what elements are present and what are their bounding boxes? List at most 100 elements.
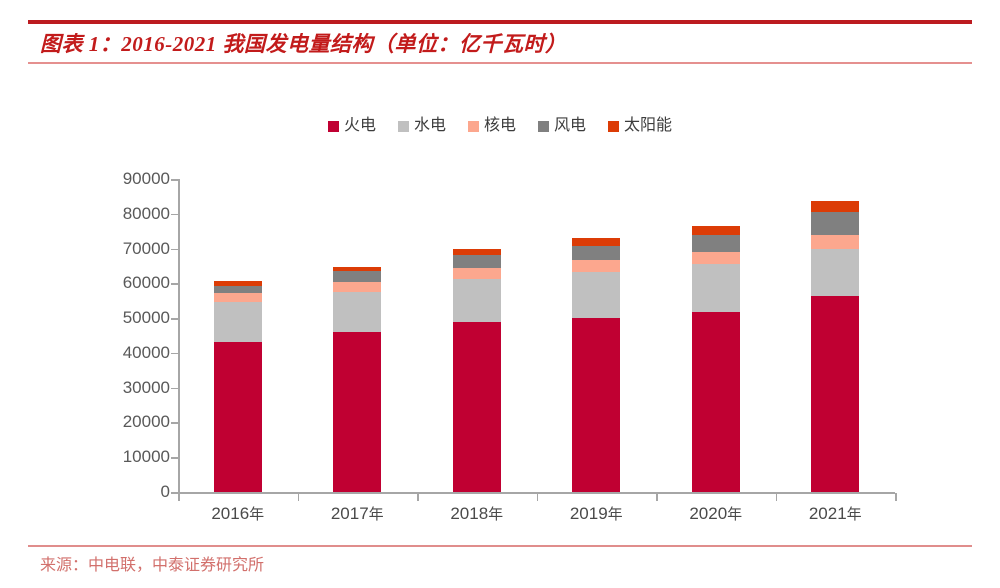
y-axis-line	[178, 179, 180, 493]
x-axis-line	[178, 492, 895, 494]
y-axis-tick-label: 30000	[122, 377, 170, 397]
bar-segment-水电[interactable]	[333, 291, 382, 332]
legend-label: 火电	[343, 117, 376, 134]
y-axis-tick-label: 90000	[122, 169, 170, 188]
bar-segment-火电[interactable]	[811, 295, 860, 492]
y-axis-tick	[171, 387, 178, 390]
bar-segment-风电[interactable]	[691, 235, 740, 252]
y-axis-tick	[171, 179, 178, 181]
x-label-unit: 年	[727, 507, 743, 523]
bar-segment-核电[interactable]	[572, 259, 621, 273]
x-axis-tick	[536, 493, 538, 501]
legend-item-风电[interactable]: 风电	[538, 118, 586, 134]
x-axis-category-label: 2019年	[537, 503, 657, 524]
bar-group-2016年[interactable]	[213, 280, 262, 492]
y-axis-tick	[171, 457, 178, 459]
x-axis-tick	[417, 493, 419, 501]
bar-segment-水电[interactable]	[811, 249, 860, 296]
y-axis-tick	[171, 213, 178, 216]
legend-swatch-icon	[538, 120, 549, 132]
y-axis-tick	[171, 352, 178, 355]
x-axis-tick	[656, 493, 658, 501]
bar-segment-火电[interactable]	[572, 317, 621, 492]
y-axis-tick-label: 80000	[122, 203, 170, 223]
page-title: 图表 1：2016-2021 我国发电量结构（单位：亿千瓦时）	[40, 32, 567, 56]
y-axis-tick-label: 60000	[122, 273, 170, 293]
y-axis-tick-label: 50000	[122, 308, 170, 328]
bar-segment-火电[interactable]	[333, 331, 382, 492]
legend-swatch-icon	[608, 120, 620, 132]
bar-segment-核电[interactable]	[333, 281, 382, 292]
x-axis-category-label: 2020年	[656, 503, 776, 524]
header-bottom-rule	[28, 62, 972, 64]
x-axis-category-label: 2017年	[298, 503, 418, 524]
legend-item-火电[interactable]: 火电	[327, 117, 376, 134]
bar-group-2021年[interactable]	[811, 200, 860, 492]
legend-swatch-icon	[467, 120, 479, 132]
bar-segment-太阳能[interactable]	[333, 267, 382, 272]
legend-item-太阳能[interactable]: 太阳能	[608, 118, 672, 134]
x-axis-tick	[895, 493, 897, 501]
bar-segment-水电[interactable]	[452, 278, 501, 322]
x-axis-category-label: 2021年	[776, 503, 896, 524]
bar-group-2018年[interactable]	[452, 248, 501, 492]
bar-group-2019年[interactable]	[572, 238, 621, 492]
source-note: 来源：中电联，中泰证券研究所	[40, 557, 265, 574]
x-label-year: 2021	[808, 504, 847, 523]
y-axis-tick-label: 40000	[122, 342, 170, 362]
bar-segment-核电[interactable]	[691, 251, 740, 265]
x-axis-tick	[297, 493, 299, 501]
legend-swatch-icon	[397, 120, 409, 132]
x-label-year: 2017	[330, 504, 369, 523]
bar-group-2020年[interactable]	[691, 226, 740, 492]
x-label-unit: 年	[249, 507, 265, 523]
x-label-unit: 年	[488, 507, 504, 523]
x-label-year: 2020	[689, 504, 728, 523]
x-label-year: 2016	[211, 504, 250, 523]
bar-segment-火电[interactable]	[213, 342, 262, 492]
bar-segment-太阳能[interactable]	[452, 248, 501, 256]
bar-segment-火电[interactable]	[452, 321, 501, 492]
x-label-unit: 年	[368, 507, 384, 523]
y-axis-tick-label: 10000	[122, 447, 170, 467]
bar-segment-太阳能[interactable]	[811, 200, 860, 213]
y-axis-tick	[171, 283, 178, 285]
bar-segment-风电[interactable]	[811, 212, 860, 236]
bar-segment-水电[interactable]	[213, 301, 262, 343]
x-label-unit: 年	[846, 507, 862, 523]
legend-label: 核电	[483, 117, 516, 134]
bar-segment-太阳能[interactable]	[572, 238, 621, 246]
bar-segment-风电[interactable]	[213, 285, 262, 293]
legend-item-核电[interactable]: 核电	[467, 117, 516, 134]
legend-swatch-icon	[327, 120, 339, 132]
bar-segment-水电[interactable]	[691, 264, 740, 312]
x-label-year: 2018	[450, 504, 489, 523]
bar-group-2017年[interactable]	[333, 267, 382, 492]
bar-segment-风电[interactable]	[572, 245, 621, 260]
x-label-year: 2019	[569, 504, 608, 523]
bar-segment-风电[interactable]	[452, 255, 501, 268]
bar-segment-核电[interactable]	[213, 292, 262, 302]
footer-rule	[28, 545, 972, 547]
x-axis-tick	[775, 493, 777, 501]
x-axis-tick	[178, 493, 180, 501]
y-axis-tick-label: 70000	[122, 238, 170, 258]
bar-segment-核电[interactable]	[811, 235, 860, 250]
y-axis-tick	[171, 248, 178, 251]
y-axis-tick	[171, 318, 178, 320]
x-axis-category-label: 2018年	[417, 503, 537, 524]
y-axis-tick-label: 0	[160, 482, 170, 501]
legend-label: 太阳能	[624, 117, 673, 134]
y-axis-tick	[171, 422, 178, 424]
legend-item-水电[interactable]: 水电	[397, 118, 446, 134]
y-axis-labels: 0 10000 20000 30000 40000 50000 60000 70000 8000…	[94, 0, 170, 588]
header-top-rule	[28, 20, 972, 24]
bar-segment-太阳能[interactable]	[691, 226, 740, 236]
bar-segment-火电[interactable]	[691, 311, 740, 492]
bar-segment-核电[interactable]	[452, 267, 501, 279]
bar-segment-风电[interactable]	[333, 271, 382, 282]
y-axis-tick-label: 20000	[122, 412, 170, 432]
bar-segment-太阳能[interactable]	[213, 280, 262, 286]
bar-segment-水电[interactable]	[572, 272, 621, 318]
